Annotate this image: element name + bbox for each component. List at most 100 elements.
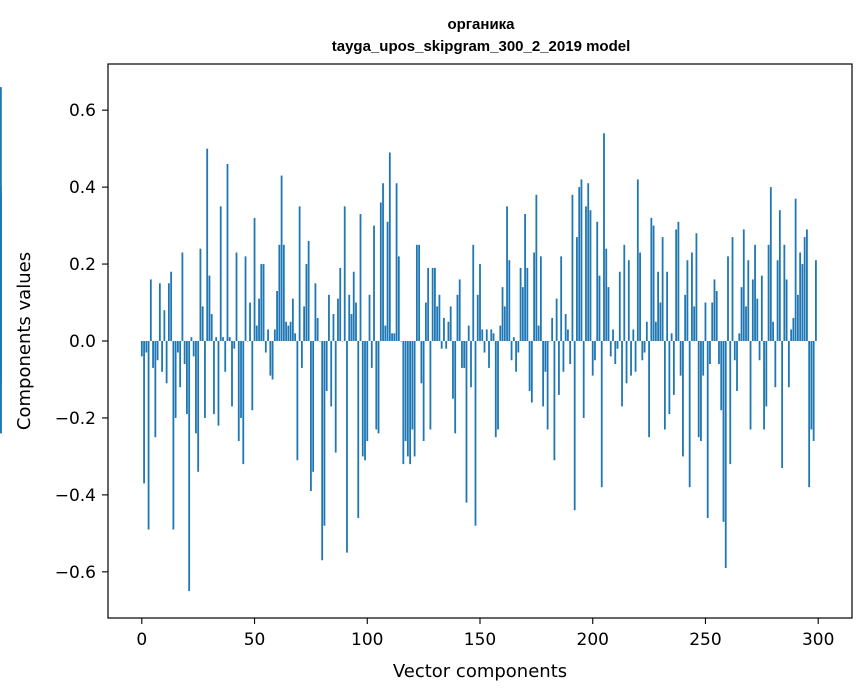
bar-component-1 — [143, 341, 145, 484]
bar-component-283 — [778, 210, 781, 341]
bar-component-67 — [291, 298, 294, 341]
bar-component-49 — [251, 341, 254, 411]
bar-component-232 — [663, 341, 666, 430]
bar-component-151 — [481, 329, 484, 341]
bar-component-24 — [195, 341, 197, 434]
bar-component-198 — [587, 183, 590, 341]
bar-component-142 — [461, 341, 463, 368]
bar-component-292 — [799, 252, 802, 341]
bar-component-9 — [161, 341, 164, 372]
bar-component-130 — [434, 267, 436, 341]
x-tick-label: 250 — [689, 630, 721, 650]
bar-component-220 — [636, 179, 639, 341]
bar-component-53 — [260, 264, 263, 341]
bar-component-84 — [330, 341, 333, 407]
bar-component-243 — [688, 341, 691, 488]
bar-component-284 — [781, 341, 784, 468]
y-tick-label: 0.4 — [69, 178, 96, 198]
bar-component-297 — [810, 341, 813, 430]
bar-component-107 — [382, 183, 384, 341]
x-axis: 0 50 100 150 200 250 300 — [136, 618, 834, 650]
bar-component-155 — [490, 329, 493, 341]
bar-component-199 — [589, 210, 592, 341]
y-tick-label: −0.6 — [55, 563, 96, 583]
bar-component-105 — [377, 341, 380, 434]
bar-component-270 — [749, 341, 752, 430]
x-tick-label: 100 — [351, 630, 383, 650]
bar-component-42 — [235, 252, 238, 341]
bar-component-103 — [373, 225, 375, 341]
bar-component-119 — [409, 341, 412, 465]
bar-component-211 — [616, 341, 619, 349]
bar-component-161 — [503, 306, 506, 342]
bar-component-218 — [632, 329, 635, 341]
bar-component-82 — [325, 341, 328, 392]
bar-component-100 — [366, 341, 369, 442]
bar-component-203 — [598, 275, 601, 341]
bar-component-108 — [384, 325, 387, 341]
bar-component-274 — [758, 341, 761, 361]
bar-component-279 — [769, 187, 772, 341]
bar-component-227 — [652, 225, 655, 341]
bar-component-237 — [675, 229, 678, 341]
bar-component-236 — [672, 341, 675, 395]
bar-component-172 — [528, 341, 531, 392]
bar-component-277 — [765, 341, 768, 407]
bar-component-177 — [539, 256, 542, 341]
bar-component-20 — [186, 341, 188, 415]
bar-component-106 — [379, 202, 382, 341]
bar-component-146 — [470, 341, 472, 388]
bar-component-291 — [796, 294, 799, 341]
x-tick-label: 50 — [244, 630, 266, 650]
bar-component-11 — [165, 341, 168, 384]
bar-component-261 — [729, 341, 732, 465]
bar-component-143 — [463, 341, 466, 368]
bar-component-264 — [736, 341, 738, 392]
bar-component-126 — [424, 302, 427, 341]
bar-component-190 — [569, 341, 572, 365]
bar-component-175 — [535, 194, 538, 341]
bar-component-104 — [375, 341, 378, 430]
bar-component-30 — [208, 275, 211, 341]
bar-component-296 — [808, 341, 811, 488]
bar-component-5 — [152, 341, 154, 368]
bar-component-271 — [751, 279, 754, 341]
bar-component-246 — [695, 233, 698, 341]
bar-component-248 — [700, 341, 702, 442]
bar-component-299 — [815, 260, 817, 341]
bar-component-184 — [555, 298, 558, 341]
bar-component-4 — [149, 279, 152, 341]
bar-component-263 — [733, 341, 736, 361]
bar-component-298 — [812, 341, 815, 442]
bar-component-293 — [801, 264, 804, 341]
bar-component-73 — [305, 264, 308, 341]
bar-component-144 — [465, 341, 468, 503]
bar-component-59 — [273, 329, 276, 341]
bar-component-77 — [314, 283, 317, 341]
bar-component-56 — [267, 329, 269, 341]
bar-component-149 — [476, 294, 479, 341]
y-tick-label: 0.2 — [69, 255, 96, 275]
bar-component-129 — [431, 267, 434, 341]
bar-component-224 — [645, 321, 648, 341]
y-axis: −0.6 −0.4 −0.2 0.0 0.2 0.4 0.6 — [55, 101, 108, 583]
bar-component-235 — [670, 333, 673, 341]
bar-component-216 — [627, 260, 630, 341]
bar-component-57 — [269, 341, 272, 376]
bar-component-265 — [738, 333, 741, 341]
chart-subtitle: tayga_upos_skipgram_300_2_2019 model — [332, 38, 631, 55]
bar-component-75 — [310, 341, 312, 492]
bar-component-116 — [402, 341, 405, 465]
bar-component-85 — [332, 314, 335, 341]
bar-component-205 — [603, 133, 605, 341]
bar-component-281 — [774, 341, 777, 388]
bar-component-136 — [447, 321, 450, 341]
bar-component-234 — [668, 341, 671, 415]
bar-component-123 — [418, 244, 421, 341]
bar-component-64 — [285, 321, 288, 341]
bar-component-187 — [562, 341, 565, 372]
bar-component-114 — [397, 256, 400, 341]
bar-component-165 — [512, 337, 515, 341]
bar-component-188 — [564, 314, 567, 341]
bar-component-233 — [666, 271, 669, 341]
